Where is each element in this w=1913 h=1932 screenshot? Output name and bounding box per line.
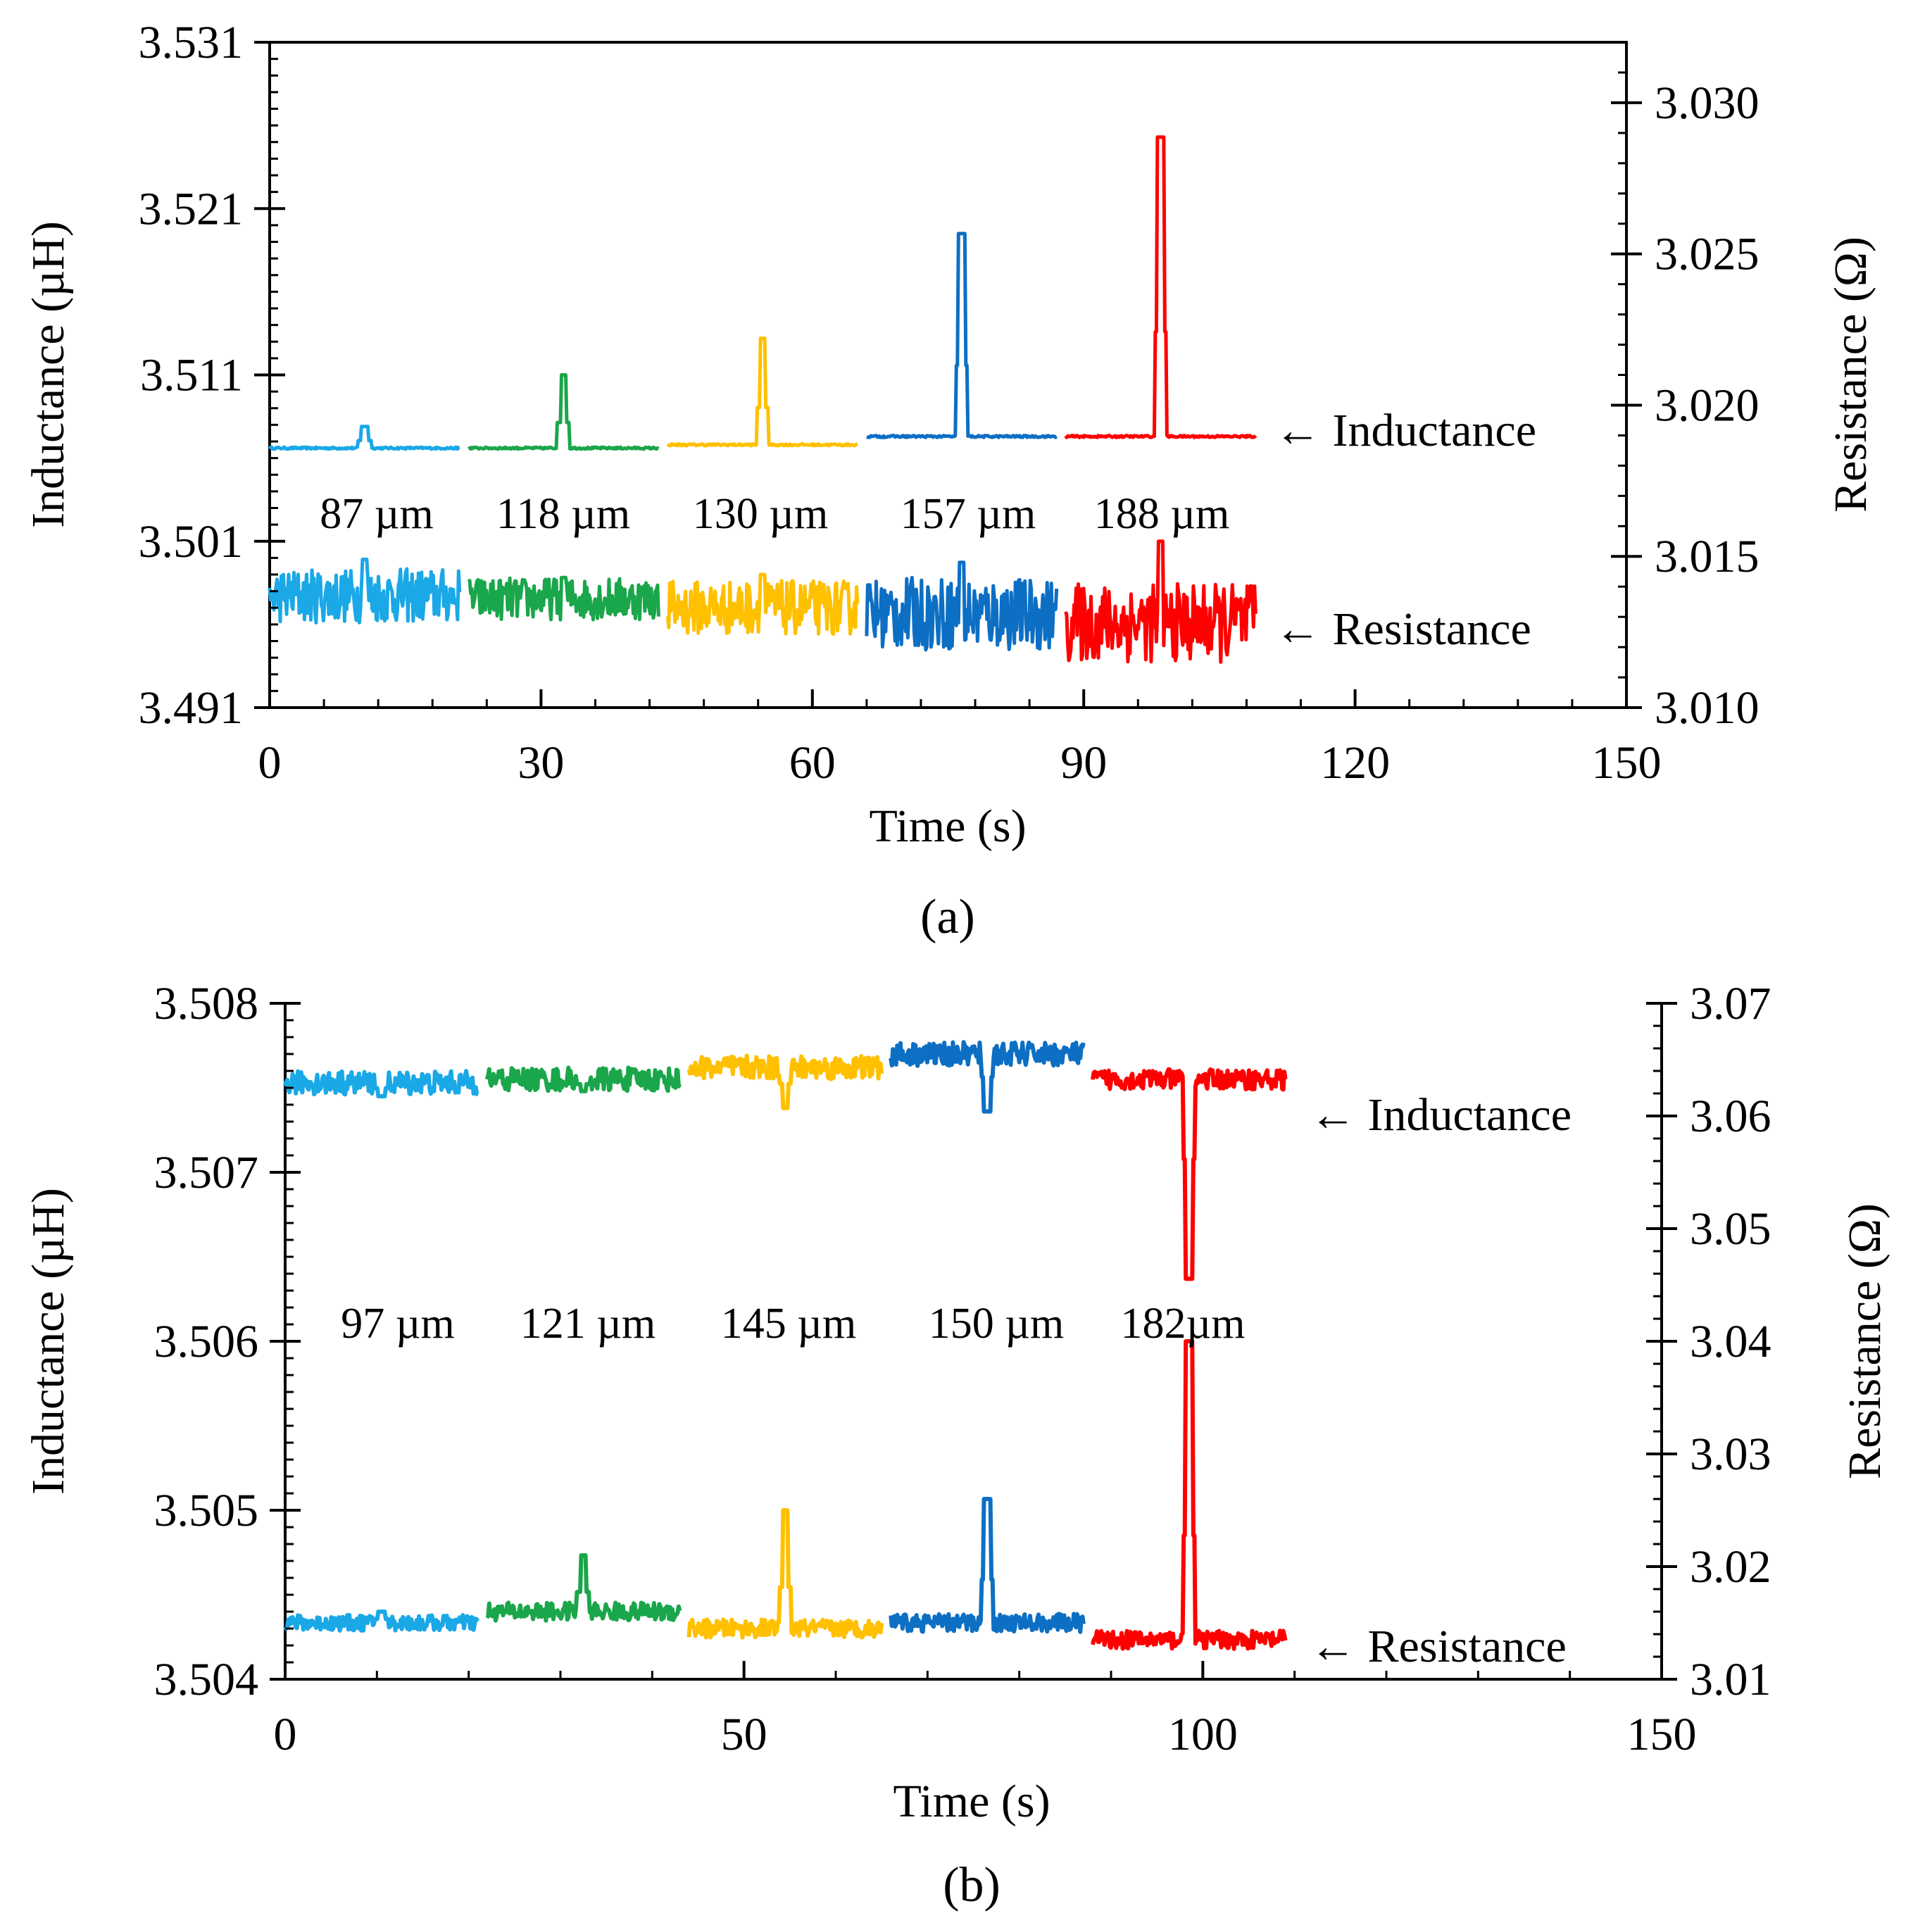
x-tick-label: 150 (1592, 737, 1662, 789)
inductance-trace (1064, 135, 1257, 439)
panel-caption-a: (a) (920, 890, 975, 944)
series-2 (467, 373, 660, 622)
series-5 (1090, 1067, 1288, 1651)
resistance-trace (1090, 1339, 1288, 1651)
x-tick-label: 50 (721, 1709, 767, 1760)
series-b (283, 1040, 1288, 1651)
x-tick-label: 30 (518, 737, 564, 789)
resistance-trace (1064, 539, 1257, 664)
y2-tick-label: 3.010 (1655, 682, 1760, 734)
chart-panel-a: 0 30 60 90 120 150 3.491 3.501 3.511 3.521 3.531 3.… (23, 17, 1876, 944)
series-3 (665, 337, 860, 636)
resistance-trace (865, 560, 1059, 652)
y-tick-label: 3.521 (139, 183, 244, 234)
segment-label-a-2: 130 µm (693, 490, 828, 538)
inductance-trace (666, 337, 858, 448)
y2-axis-title-b: Resistance (Ω) (1839, 1203, 1890, 1479)
annotation-resistance-a: ← Resistance (1274, 603, 1531, 655)
inductance-trace (484, 1065, 682, 1093)
resistance-trace (283, 1610, 480, 1633)
x-tick-label: 90 (1060, 737, 1107, 789)
y2-tick-label: 3.03 (1690, 1429, 1771, 1480)
x-tick-label: 120 (1320, 737, 1390, 789)
y2-tick-label: 3.05 (1690, 1203, 1771, 1255)
y-tick-label: 3.508 (154, 978, 259, 1029)
segment-label-a-0: 87 µm (320, 490, 433, 538)
x-tick-label: 100 (1168, 1709, 1238, 1760)
y-axis-title-a: Inductance (µH) (23, 221, 74, 528)
series-1 (268, 425, 462, 625)
x-axis-title-a: Time (s) (869, 801, 1026, 852)
y2-axis-title-a: Resistance (Ω) (1825, 237, 1876, 513)
y2-tick-label: 3.06 (1690, 1091, 1771, 1142)
y-tick-label: 3.511 (140, 350, 243, 401)
annotation-label-inductance-b: ← Inductance (1310, 1089, 1572, 1141)
segment-labels-a: 87 µm 118 µm 130 µm 157 µm 188 µm (320, 490, 1229, 538)
x-tick-label: 0 (258, 737, 282, 789)
inductance-trace (283, 1069, 479, 1098)
annotation-resistance-b: ← Resistance (1310, 1621, 1567, 1672)
series-4 (889, 1040, 1086, 1634)
y-tick-label: 3.504 (154, 1654, 259, 1705)
series-a (268, 135, 1257, 664)
segment-label-b-1: 121 µm (520, 1300, 656, 1348)
resistance-trace (665, 572, 860, 636)
series-2 (484, 1065, 682, 1623)
y-tick-label: 3.491 (139, 682, 244, 734)
x-tick-label: 150 (1627, 1709, 1697, 1760)
resistance-trace (268, 558, 462, 625)
resistance-trace (889, 1497, 1086, 1634)
ticks-a: 0 30 60 90 120 150 3.491 3.501 3.511 3.521 3.531 3.… (139, 17, 1760, 789)
inductance-trace (1090, 1067, 1288, 1281)
x-tick-label: 0 (274, 1709, 297, 1760)
ticks-b: 0 50 100 150 3.504 3.505 3.506 3.507 3.508 3.01 3.… (154, 978, 1771, 1760)
y-tick-label: 3.505 (154, 1485, 259, 1536)
y2-tick-label: 3.020 (1655, 380, 1760, 431)
y-tick-label: 3.507 (154, 1147, 259, 1198)
segment-label-b-3: 150 µm (929, 1300, 1064, 1348)
annotation-label-resistance-b: ← Resistance (1310, 1621, 1567, 1672)
inductance-trace (268, 425, 460, 451)
inductance-trace (865, 232, 1058, 439)
y2-tick-label: 3.02 (1690, 1541, 1771, 1593)
annotation-label-inductance-a: ← Inductance (1274, 405, 1536, 456)
annotation-label-resistance-a: ← Resistance (1274, 603, 1531, 655)
annotation-inductance-b: ← Inductance (1310, 1089, 1572, 1141)
series-5 (1064, 135, 1257, 664)
y-tick-label: 3.506 (154, 1316, 259, 1367)
series-4 (865, 232, 1059, 652)
segment-label-a-4: 188 µm (1094, 490, 1229, 538)
segment-label-a-3: 157 µm (901, 490, 1036, 538)
resistance-trace (485, 1553, 682, 1623)
segment-label-b-0: 97 µm (341, 1300, 454, 1348)
inductance-trace (889, 1040, 1086, 1114)
x-tick-label: 60 (789, 737, 836, 789)
y2-tick-label: 3.04 (1690, 1316, 1771, 1367)
y-tick-label: 3.531 (139, 17, 244, 68)
panel-caption-b: (b) (943, 1858, 1001, 1912)
y-tick-label: 3.501 (139, 516, 244, 567)
series-1 (283, 1069, 480, 1633)
x-axis-title-b: Time (s) (893, 1776, 1050, 1827)
inductance-trace (686, 1053, 884, 1110)
resistance-trace (686, 1508, 884, 1640)
y2-tick-label: 3.015 (1655, 531, 1760, 582)
inductance-trace (467, 373, 660, 451)
y-axis-title-b: Inductance (µH) (23, 1188, 74, 1495)
resistance-trace (467, 575, 660, 622)
y2-tick-label: 3.01 (1690, 1654, 1771, 1705)
segment-label-a-1: 118 µm (496, 490, 630, 538)
annotation-inductance-a: ← Inductance (1274, 405, 1536, 456)
y2-tick-label: 3.025 (1655, 229, 1760, 280)
y2-tick-label: 3.030 (1655, 77, 1760, 129)
y2-tick-label: 3.07 (1690, 978, 1771, 1029)
chart-panel-b: 0 50 100 150 3.504 3.505 3.506 3.507 3.508 3.01 3.… (23, 978, 1890, 1912)
segment-label-b-2: 145 µm (721, 1300, 856, 1348)
segment-labels-b: 97 µm 121 µm 145 µm 150 µm 182µm (341, 1300, 1245, 1348)
segment-label-b-4: 182µm (1121, 1300, 1246, 1348)
series-3 (686, 1053, 884, 1640)
